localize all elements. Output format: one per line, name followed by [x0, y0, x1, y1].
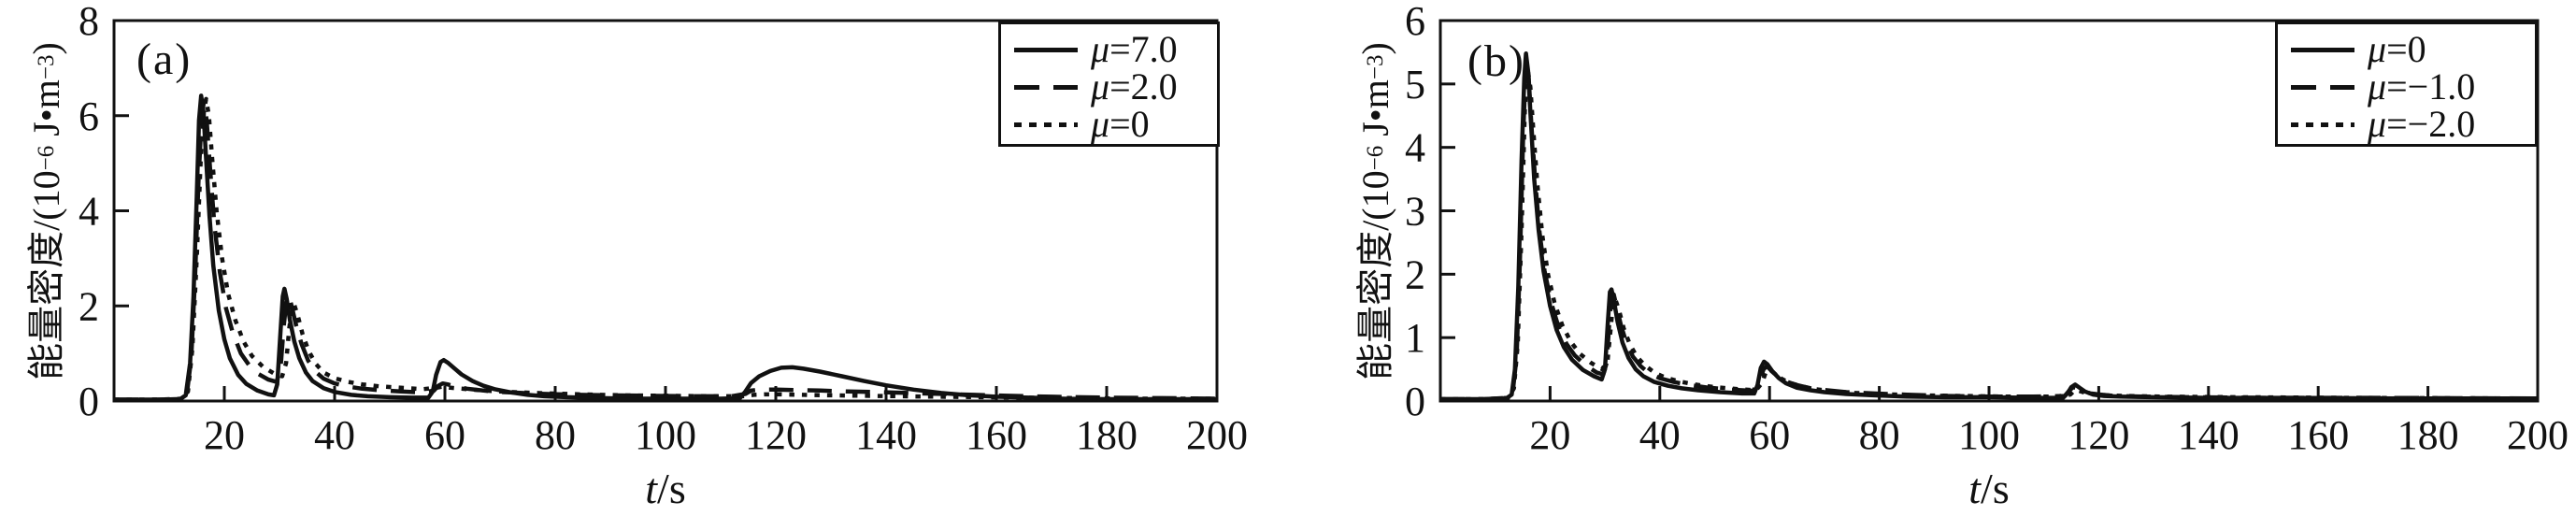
x-tick-label: 120: [745, 412, 807, 458]
y-tick-label: 1: [1405, 315, 1425, 361]
y-tick-label: 4: [1405, 125, 1425, 171]
series-line-dashed: [114, 99, 1218, 402]
x-tick-label: 120: [2068, 412, 2129, 458]
x-tick-label: 60: [424, 412, 465, 458]
y-tick-label: 6: [1405, 0, 1425, 44]
series-line-dotted: [1440, 65, 2539, 402]
x-tick-label: 60: [1749, 412, 1790, 458]
x-tick-label: 20: [1529, 412, 1570, 458]
series-line-solid: [114, 93, 1217, 402]
x-tick-label: 200: [1186, 412, 1248, 458]
x-tick-label: 160: [2287, 412, 2349, 458]
x-tick-label: 180: [1076, 412, 1138, 458]
x-tick-label: 20: [204, 412, 245, 458]
x-tick-label: 80: [1859, 412, 1900, 458]
x-tick-label: 140: [855, 412, 917, 458]
x-tick-label: 140: [2178, 412, 2240, 458]
plot-area-(a): 20 40 60 80 100 120 140 160 180 200 0 2 4 6 8: [79, 0, 1248, 458]
y-tick-label: 0: [1405, 379, 1425, 424]
x-tick-label: 200: [2507, 412, 2569, 458]
y-tick-label: 2: [1405, 251, 1425, 297]
x-tick-label: 40: [314, 412, 355, 458]
series-line-dashed: [1440, 59, 2539, 402]
series-line-solid: [1440, 51, 2538, 402]
x-tick-label: 180: [2397, 412, 2459, 458]
x-tick-label: 100: [1958, 412, 2020, 458]
y-tick-label: 4: [79, 189, 99, 235]
plot-area-(b): 20 40 60 80 100 120 140 160 180 200 0 1 2 3 4 5 6: [1405, 0, 2569, 458]
x-tick-label: 100: [635, 412, 696, 458]
y-tick-label: 6: [79, 93, 99, 139]
x-tick-label: 40: [1639, 412, 1681, 458]
y-tick-label: 8: [79, 0, 99, 44]
y-tick-label: 3: [1405, 189, 1425, 235]
y-tick-label: 0: [79, 379, 99, 424]
x-tick-label: 80: [535, 412, 576, 458]
x-tick-label: 160: [966, 412, 1027, 458]
series-line-dotted: [114, 96, 1217, 402]
y-tick-label: 5: [1405, 62, 1425, 108]
y-tick-label: 2: [79, 283, 99, 329]
